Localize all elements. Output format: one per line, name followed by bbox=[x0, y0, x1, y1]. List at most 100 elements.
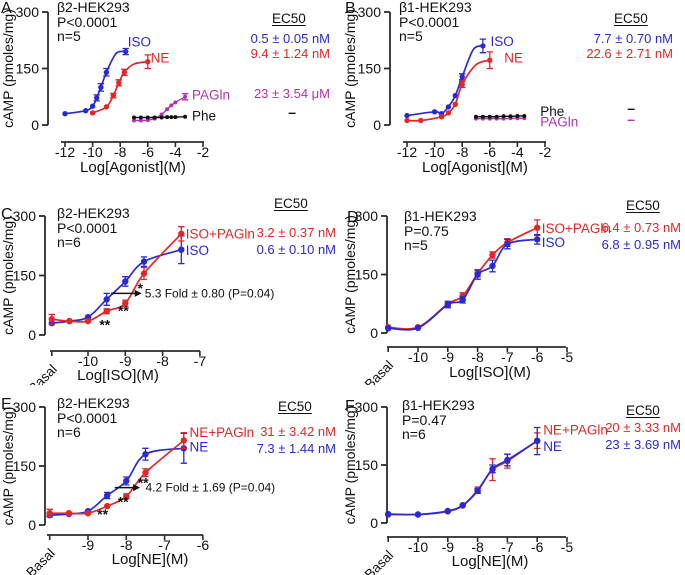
svg-text:-10: -10 bbox=[82, 144, 102, 160]
svg-text:-7: -7 bbox=[501, 349, 514, 365]
cell-line-title: β1-HEK293 bbox=[399, 0, 472, 15]
series-label: PAGln bbox=[192, 87, 230, 102]
cell-line-title: β1-HEK293 bbox=[404, 208, 477, 224]
ec50-value-phe: – bbox=[627, 100, 635, 116]
p-value: P<0.0001 bbox=[399, 13, 460, 30]
svg-text:**: ** bbox=[118, 493, 129, 509]
svg-text:-7: -7 bbox=[158, 537, 171, 553]
series-iso: ISO bbox=[385, 234, 565, 332]
svg-text:-7: -7 bbox=[194, 353, 207, 369]
series-label: NE+PAGln bbox=[190, 425, 255, 440]
svg-text:cAMP (pmoles/mg): cAMP (pmoles/mg) bbox=[342, 9, 358, 128]
annotation: 4.2 Fold ± 1.69 (P=0.04) bbox=[146, 481, 276, 495]
series-label: PAGln bbox=[540, 115, 578, 130]
annotation: ** bbox=[97, 506, 108, 522]
ec50-value-phe: – bbox=[288, 104, 296, 120]
svg-text:150: 150 bbox=[13, 268, 37, 284]
svg-text:-8: -8 bbox=[156, 353, 169, 369]
svg-text:**: ** bbox=[138, 475, 149, 491]
svg-text:300: 300 bbox=[355, 208, 379, 224]
n-value: n=6 bbox=[402, 426, 426, 442]
svg-text:Basal: Basal bbox=[362, 358, 396, 385]
svg-text:-9: -9 bbox=[82, 537, 95, 553]
svg-text:Log[NE](M): Log[NE](M) bbox=[452, 553, 529, 570]
svg-text:300: 300 bbox=[16, 4, 40, 20]
svg-text:Log[Agonist](M): Log[Agonist](M) bbox=[80, 159, 186, 176]
series-phe: Phe bbox=[474, 104, 564, 119]
series-ne: NE bbox=[89, 51, 170, 116]
svg-text:Log[Agonist](M): Log[Agonist](M) bbox=[422, 159, 528, 176]
svg-text:-5: -5 bbox=[561, 349, 574, 365]
series-label: NE+PAGln bbox=[543, 423, 608, 438]
annotation: ** bbox=[138, 475, 149, 491]
svg-text:-6: -6 bbox=[142, 144, 155, 160]
p-value: P<0.0001 bbox=[57, 409, 118, 426]
annotation: ** bbox=[99, 317, 110, 333]
annotation bbox=[114, 484, 141, 492]
panel-title-block: β1-HEK293 P<0.0001 n=5 bbox=[399, 0, 472, 44]
svg-text:150: 150 bbox=[16, 61, 40, 77]
series-label: NE bbox=[151, 51, 170, 66]
cell-line-title: β2-HEK293 bbox=[57, 0, 130, 15]
series-label: Phe bbox=[192, 109, 216, 124]
svg-text:-2: -2 bbox=[197, 144, 210, 160]
svg-text:300: 300 bbox=[355, 399, 379, 415]
svg-text:0: 0 bbox=[370, 515, 378, 531]
series-ne: NE bbox=[46, 432, 208, 519]
ec50-header: EC50 bbox=[272, 11, 306, 26]
ec50-header: EC50 bbox=[626, 403, 660, 418]
panel-f: 0 150 300 cAMP (pmoles/mg) Basal -10 -9 -8 -7 -6 -… bbox=[342, 385, 685, 575]
p-value: P=0.47 bbox=[402, 411, 447, 428]
svg-text:-8: -8 bbox=[120, 537, 133, 553]
ec50-value-iso: 0.6 ± 0.10 nM bbox=[256, 242, 336, 257]
svg-text:-12: -12 bbox=[397, 144, 417, 160]
panel-letter: E bbox=[1, 396, 12, 413]
svg-text:Log[ISO](M): Log[ISO](M) bbox=[77, 367, 159, 384]
panel-title-block: β2-HEK293 P<0.0001 n=5 bbox=[57, 0, 130, 44]
series-label: NE bbox=[504, 51, 523, 66]
svg-text:-12: -12 bbox=[55, 144, 75, 160]
svg-text:cAMP (pmoles/mg): cAMP (pmoles/mg) bbox=[342, 406, 358, 525]
svg-text:-4: -4 bbox=[511, 144, 524, 160]
svg-text:300: 300 bbox=[13, 399, 37, 415]
svg-text:4.2 Fold ± 1.69 (P=0.04): 4.2 Fold ± 1.69 (P=0.04) bbox=[146, 481, 276, 495]
ec50-value-iso: 7.7 ± 0.70 nM bbox=[593, 31, 673, 46]
series-label: Phe bbox=[540, 104, 564, 119]
svg-text:Basal: Basal bbox=[362, 548, 396, 575]
svg-text:cAMP (pmoles/mg): cAMP (pmoles/mg) bbox=[0, 216, 16, 335]
p-value: P=0.75 bbox=[404, 222, 449, 239]
svg-text:-6: -6 bbox=[531, 539, 544, 555]
svg-text:-2: -2 bbox=[539, 144, 552, 160]
ec50-header: EC50 bbox=[278, 399, 312, 414]
svg-text:150: 150 bbox=[358, 61, 382, 77]
series-label: ISO bbox=[491, 34, 514, 49]
ec50-value-ne-pagln: 31 ± 3.42 nM bbox=[260, 424, 336, 439]
series-phe: Phe bbox=[132, 109, 216, 124]
ec50-value-iso: 0.5 ± 0.05 nM bbox=[250, 31, 330, 46]
series-ne-pagln: NE+PAGln bbox=[46, 425, 255, 518]
ec50-value-ne: 7.3 ± 1.44 nM bbox=[256, 441, 336, 456]
series-label: NE bbox=[543, 439, 562, 454]
svg-text:cAMP (pmoles/mg): cAMP (pmoles/mg) bbox=[342, 215, 358, 334]
panel-letter: A bbox=[1, 0, 12, 17]
svg-text:0: 0 bbox=[28, 327, 36, 343]
n-value: n=5 bbox=[399, 28, 423, 44]
svg-text:-6: -6 bbox=[197, 537, 210, 553]
svg-text:150: 150 bbox=[355, 267, 379, 283]
svg-text:-8: -8 bbox=[114, 144, 127, 160]
panel-letter: F bbox=[345, 398, 355, 415]
panel-title-block: β2-HEK293 P<0.0001 n=6 bbox=[57, 396, 130, 440]
series-iso: ISO bbox=[404, 34, 514, 119]
svg-text:-6: -6 bbox=[484, 144, 497, 160]
ec50-value-ne: 9.4 ± 1.24 nM bbox=[250, 46, 330, 61]
panel-title-block: β2-HEK293 P<0.0001 n=6 bbox=[57, 206, 130, 250]
panel-b: 0 150 300 cAMP (pmoles/mg) -12 -10 -8 -6 -4 -2 Log… bbox=[342, 0, 685, 190]
svg-text:-10: -10 bbox=[408, 539, 428, 555]
svg-text:-8: -8 bbox=[471, 349, 484, 365]
svg-text:Basal: Basal bbox=[23, 546, 57, 575]
